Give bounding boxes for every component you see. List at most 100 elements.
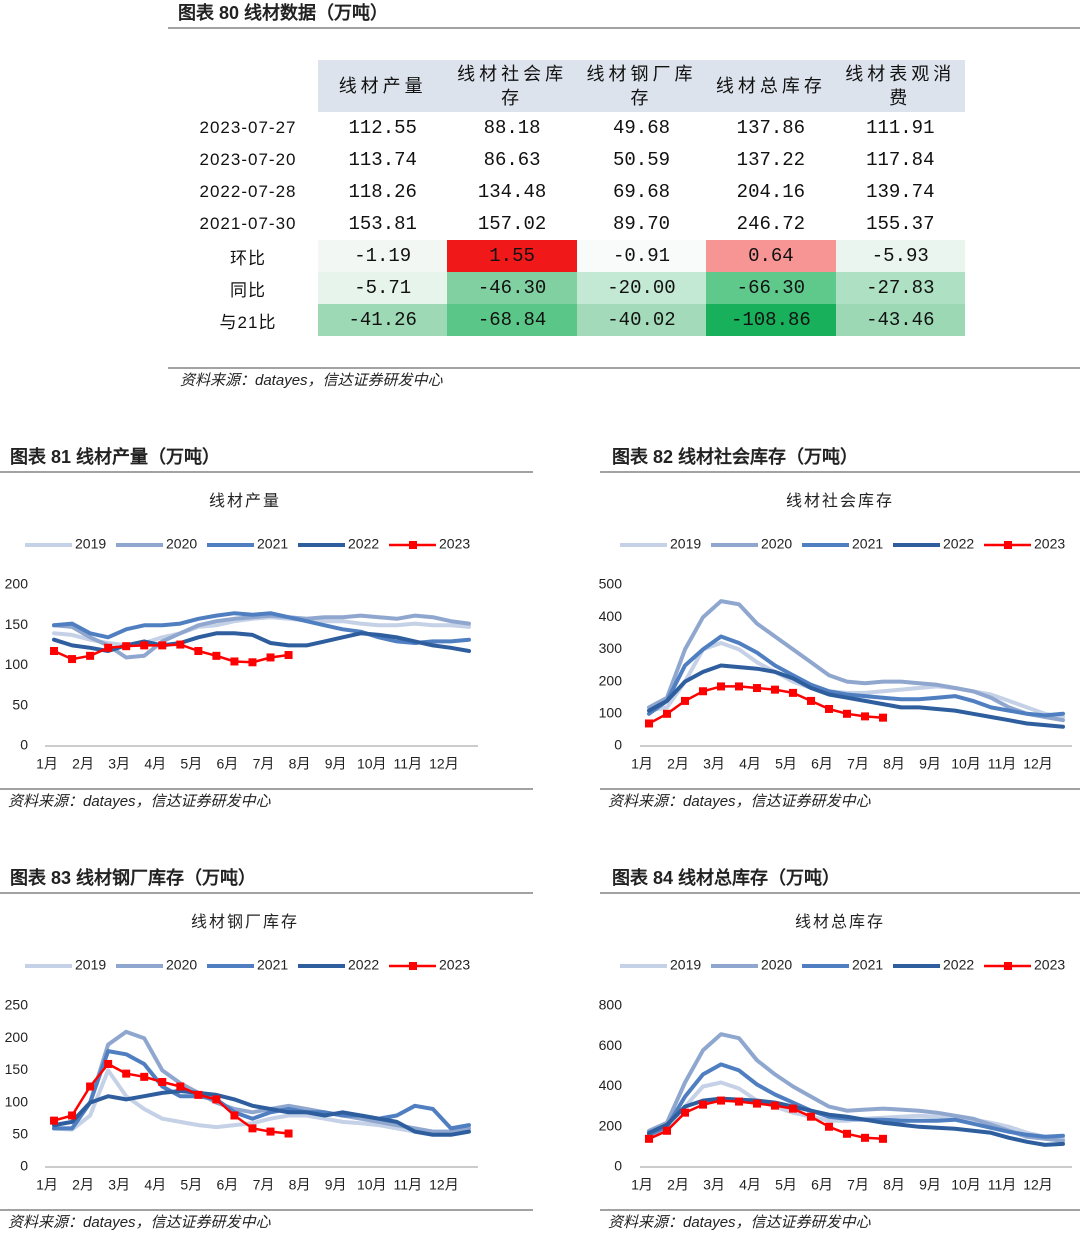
x-tick-label: 7月 bbox=[847, 1177, 869, 1193]
legend-label: 2022 bbox=[943, 957, 974, 973]
point-marker bbox=[645, 719, 653, 728]
x-tick-label: 2月 bbox=[667, 756, 689, 772]
y-tick-label: 200 bbox=[599, 1117, 623, 1133]
point-marker bbox=[843, 1129, 851, 1138]
x-tick-label: 2月 bbox=[667, 1177, 689, 1193]
point-marker bbox=[753, 684, 761, 693]
y-tick-label: 0 bbox=[20, 1158, 28, 1174]
point-marker bbox=[681, 1108, 689, 1117]
y-tick-label: 800 bbox=[599, 997, 623, 1013]
table-cell: 117.84 bbox=[866, 149, 935, 171]
table-cell: 113.74 bbox=[348, 149, 417, 171]
figure-title: 图表 81 线材产量（万吨） bbox=[10, 446, 220, 467]
y-tick-label: 100 bbox=[5, 1093, 29, 1109]
point-marker bbox=[735, 682, 743, 691]
point-marker bbox=[140, 1072, 149, 1081]
table-cell: -41.26 bbox=[318, 304, 448, 336]
source: 资料来源：datayes，信达证券研发中心 bbox=[608, 793, 872, 810]
x-tick-label: 6月 bbox=[217, 1177, 239, 1193]
point-marker bbox=[86, 1082, 95, 1091]
x-tick-label: 12月 bbox=[1023, 1177, 1053, 1193]
point-marker bbox=[212, 1095, 221, 1104]
column-header: 线材社会库存 bbox=[457, 64, 568, 108]
source: 资料来源：datayes，信达证券研发中心 bbox=[180, 372, 444, 389]
x-tick-label: 10月 bbox=[357, 756, 387, 772]
legend-label: 2020 bbox=[761, 536, 792, 552]
table-cell: 118.26 bbox=[348, 181, 417, 203]
table-cell: 49.68 bbox=[612, 117, 670, 139]
x-tick-label: 5月 bbox=[775, 1177, 797, 1193]
table-cell: 139.74 bbox=[866, 181, 935, 203]
x-tick-label: 4月 bbox=[144, 756, 166, 772]
x-tick-label: 8月 bbox=[289, 1177, 311, 1193]
source: 资料来源：datayes，信达证券研发中心 bbox=[8, 1214, 272, 1231]
header-bg bbox=[318, 60, 965, 112]
point-marker bbox=[699, 1100, 707, 1109]
point-marker bbox=[248, 1124, 257, 1133]
legend-label: 2022 bbox=[348, 957, 379, 973]
series-line bbox=[647, 641, 1065, 719]
legend-label: 2021 bbox=[257, 536, 288, 552]
point-marker bbox=[735, 1097, 743, 1106]
y-tick-label: 150 bbox=[5, 616, 29, 632]
legend-label: 2023 bbox=[439, 536, 470, 552]
x-tick-label: 3月 bbox=[703, 756, 725, 772]
legend-label: 2021 bbox=[852, 536, 883, 552]
x-tick-label: 5月 bbox=[180, 1177, 202, 1193]
y-tick-label: 50 bbox=[12, 696, 28, 712]
point-marker bbox=[843, 709, 851, 718]
point-marker bbox=[248, 658, 257, 667]
x-tick-label: 12月 bbox=[1023, 756, 1053, 772]
x-tick-label: 7月 bbox=[847, 756, 869, 772]
x-tick-label: 3月 bbox=[703, 1177, 725, 1193]
point-marker bbox=[86, 651, 95, 660]
point-marker bbox=[879, 1134, 887, 1143]
table-cell: 88.18 bbox=[483, 117, 541, 139]
table-cell: 137.22 bbox=[736, 149, 806, 171]
y-tick-label: 200 bbox=[599, 672, 623, 688]
point-marker bbox=[284, 1129, 293, 1138]
point-marker bbox=[212, 651, 221, 660]
legend-marker bbox=[1004, 541, 1012, 549]
row-label: 2023-07-20 bbox=[199, 150, 297, 169]
x-tick-label: 8月 bbox=[883, 756, 905, 772]
legend-label: 2021 bbox=[852, 957, 883, 973]
y-tick-label: 0 bbox=[614, 737, 622, 753]
chart-title: 线材总库存 bbox=[795, 913, 885, 931]
legend-marker bbox=[409, 962, 417, 970]
point-marker bbox=[104, 1059, 113, 1068]
x-tick-label: 10月 bbox=[357, 1177, 387, 1193]
y-tick-label: 100 bbox=[5, 656, 29, 672]
x-tick-label: 3月 bbox=[108, 1177, 130, 1193]
x-tick-label: 1月 bbox=[36, 1177, 58, 1193]
table-cell: 134.48 bbox=[477, 181, 547, 203]
x-tick-label: 4月 bbox=[144, 1177, 166, 1193]
legend-label: 2023 bbox=[1034, 536, 1065, 552]
table-cell: -46.30 bbox=[447, 272, 577, 304]
table-cell: 111.91 bbox=[866, 117, 935, 139]
chart-title: 线材钢厂库存 bbox=[191, 913, 299, 931]
point-marker bbox=[68, 655, 77, 664]
legend-label: 2019 bbox=[670, 536, 701, 552]
table-cell: 1.55 bbox=[447, 240, 577, 272]
table-cell: -43.46 bbox=[835, 304, 965, 336]
table-cell: 137.86 bbox=[736, 117, 806, 139]
x-tick-label: 9月 bbox=[919, 1177, 941, 1193]
figure-title: 图表 80 线材数据（万吨） bbox=[178, 2, 388, 23]
legend-label: 2019 bbox=[75, 536, 106, 552]
point-marker bbox=[176, 640, 185, 649]
x-tick-label: 12月 bbox=[429, 1177, 459, 1193]
point-marker bbox=[825, 704, 833, 713]
point-marker bbox=[807, 1112, 815, 1121]
point-marker bbox=[771, 1101, 779, 1110]
table-cell: -1.19 bbox=[318, 240, 448, 272]
table-cell: -20.00 bbox=[576, 272, 707, 304]
row-label: 2022-07-28 bbox=[199, 182, 297, 201]
point-marker bbox=[663, 709, 671, 718]
x-tick-label: 1月 bbox=[36, 756, 58, 772]
y-tick-label: 400 bbox=[599, 608, 623, 624]
x-tick-label: 8月 bbox=[289, 756, 311, 772]
figure-title: 图表 82 线材社会库存（万吨） bbox=[612, 446, 858, 467]
y-tick-label: 600 bbox=[599, 1037, 623, 1053]
